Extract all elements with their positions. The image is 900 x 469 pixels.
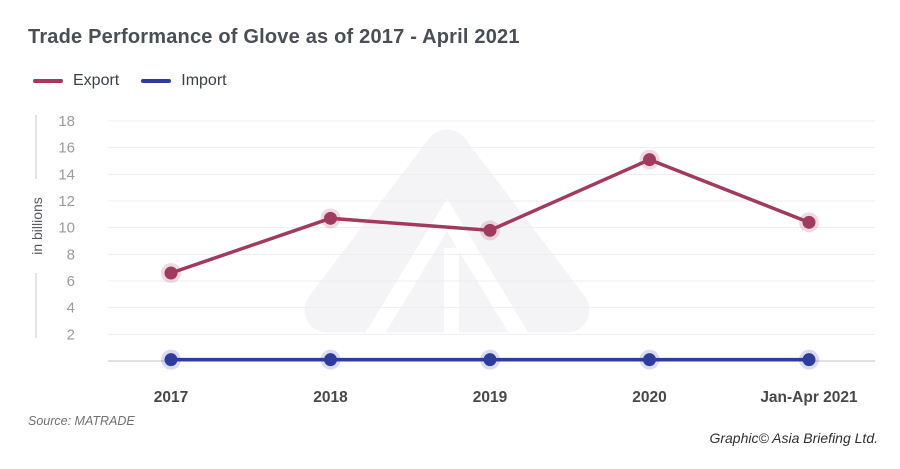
export-data-point <box>643 153 656 167</box>
legend-label-export: Export <box>73 72 120 89</box>
y-tick-label: 10 <box>58 220 75 237</box>
y-tick-label: 14 <box>58 166 75 183</box>
y-tick-label: 8 <box>67 246 75 263</box>
export-line-swatch <box>33 79 63 83</box>
y-tick-label: 12 <box>58 193 75 210</box>
x-tick-label: 2020 <box>632 389 666 406</box>
export-data-point <box>164 266 178 280</box>
x-tick-label: 2019 <box>473 389 508 406</box>
y-tick-label: 6 <box>67 273 75 290</box>
y-tick-label: 2 <box>67 326 75 343</box>
legend: Export Import <box>33 72 249 90</box>
y-tick-label: 18 <box>58 113 75 130</box>
export-data-point <box>324 211 337 225</box>
x-tick-label: Jan-Apr 2021 <box>760 389 858 406</box>
legend-label-import: Import <box>181 72 227 89</box>
x-tick-label: 2017 <box>154 389 188 406</box>
chart-title: Trade Performance of Glove as of 2017 - … <box>28 26 520 48</box>
y-tick-label: 4 <box>67 300 75 317</box>
source-note: Source: MATRADE <box>28 414 135 428</box>
import-data-point <box>802 353 816 367</box>
y-tick-label: 16 <box>58 140 75 157</box>
credit-note: Graphic© Asia Briefing Ltd. <box>709 430 878 446</box>
import-data-point <box>164 353 178 367</box>
import-data-point <box>643 353 656 367</box>
legend-item-import: Import <box>141 72 227 90</box>
legend-item-export: Export <box>33 72 119 90</box>
export-data-point <box>483 223 497 237</box>
import-data-point <box>324 353 337 367</box>
export-data-point <box>802 215 816 229</box>
y-axis-title: in billions <box>29 197 45 255</box>
import-data-point <box>483 353 497 367</box>
import-line-swatch <box>141 79 172 83</box>
x-tick-label: 2018 <box>313 389 348 406</box>
asia-briefing-logo-watermark <box>304 129 590 350</box>
